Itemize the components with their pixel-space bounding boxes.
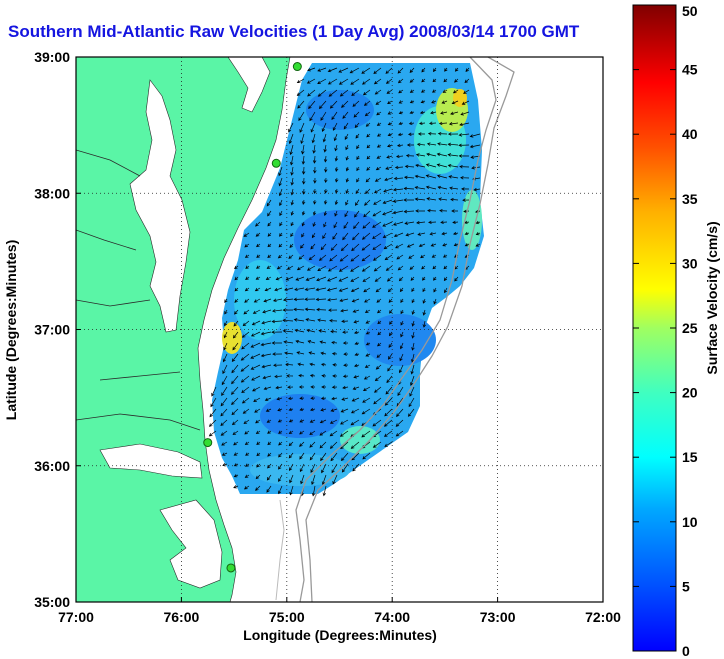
map-title: Southern Mid-Atlantic Raw Velocities (1 …: [8, 22, 580, 41]
chesapeake-bay: [129, 79, 191, 333]
colorbar-tick-label: 5: [682, 578, 690, 594]
y-axis-label: Latitude (Degrees:Minutes): [3, 240, 19, 420]
x-tick-labels: 77:00 76:00 75:00 74:00 73:00 72:00: [58, 597, 621, 625]
bathymetry-contour: [275, 499, 285, 601]
colorbar-tick-label: 10: [682, 514, 698, 530]
y-tick-label: 38:00: [34, 185, 70, 201]
colorbar-label: Surface Velocity (cm/s): [704, 221, 720, 374]
x-tick-label: 77:00: [58, 609, 94, 625]
station-markers: [203, 62, 302, 573]
x-tick-label: 72:00: [585, 609, 621, 625]
colorbar-tick-label: 40: [682, 126, 698, 142]
y-tick-labels: 39:00 38:00 37:00 36:00 35:00: [34, 49, 81, 610]
station-marker: [271, 158, 281, 168]
colorbar-tick-label: 30: [682, 255, 698, 271]
colorbar-tick-label: 20: [682, 385, 698, 401]
delaware-bay: [227, 57, 271, 113]
map-grid: [76, 57, 603, 602]
y-tick-label: 39:00: [34, 49, 70, 65]
colorbar-tick-label: 15: [682, 449, 698, 465]
station-marker: [203, 438, 213, 448]
bathymetry-contour: [295, 57, 497, 602]
colorbar-tick-label: 50: [682, 3, 698, 19]
x-tick-label: 75:00: [269, 609, 305, 625]
bathymetry-contour: [305, 57, 515, 602]
x-tick-label: 76:00: [163, 609, 199, 625]
albemarle-sound: [99, 443, 203, 479]
x-axis-label: Longitude (Degrees:Minutes): [243, 627, 437, 643]
y-tick-label: 35:00: [34, 594, 70, 610]
velocity-field: [212, 63, 484, 494]
y-tick-label: 37:00: [34, 322, 70, 338]
colorbar-tick-label: 25: [682, 320, 698, 336]
colorbar-tick-label: 35: [682, 191, 698, 207]
station-marker: [226, 563, 236, 573]
x-tick-label: 74:00: [374, 609, 410, 625]
tributary: [76, 149, 201, 431]
colorbar-tick-label: 0: [682, 643, 690, 659]
velocity-arrow-set: [208, 67, 481, 497]
x-tick-label: 73:00: [480, 609, 516, 625]
colorbar: [632, 4, 677, 652]
colorbar-ticks: 0 5 10 15 20 25 30 35 40 45 50: [633, 3, 698, 659]
colorbar-tick-label: 45: [682, 62, 698, 78]
y-tick-label: 36:00: [34, 458, 70, 474]
station-marker: [292, 62, 302, 72]
velocity-arrows: [208, 67, 481, 497]
